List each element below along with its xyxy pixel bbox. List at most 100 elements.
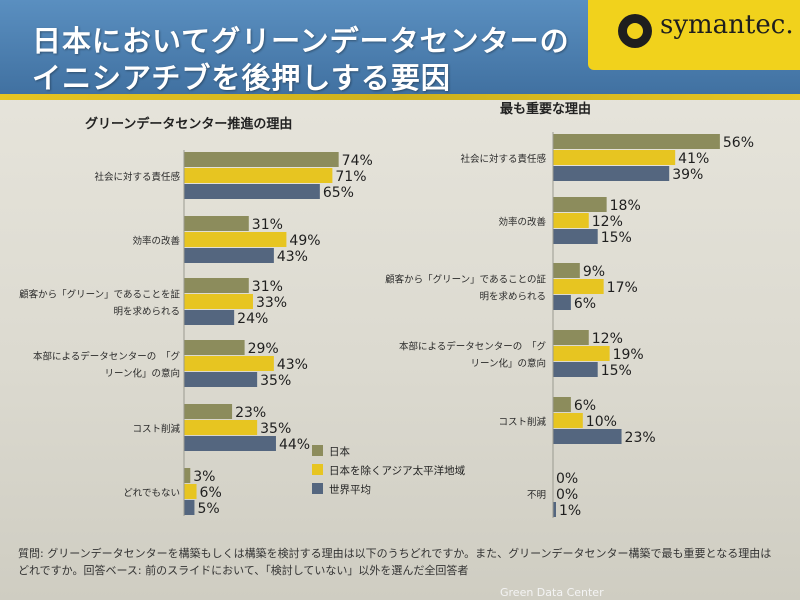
category-label-c1-g5: 不明 <box>527 490 546 501</box>
slide-title-line-2: イニシアチブを後押しする要因 <box>32 61 451 95</box>
bar-c0-g0-s2 <box>184 184 320 199</box>
value-label-c1-g5-s0: 0% <box>556 471 578 487</box>
category-label-c0-g3-line1: リーン化」の意向 <box>104 368 180 380</box>
slide-title-line-1: 日本においてグリーンデータセンターの <box>32 24 570 58</box>
category-label-c1-g0: 社会に対する責任感 <box>460 153 546 165</box>
bar-c0-g4-s0 <box>184 404 233 419</box>
value-label-c1-g5-s1: 0% <box>556 487 578 503</box>
category-label-c0-g2-line1: 明を求められる <box>113 306 180 318</box>
left-chart-title: グリーンデータセンター推進の理由 <box>85 117 293 132</box>
value-label-c0-g4-s1: 35% <box>260 421 291 437</box>
bar-c1-g3-s1 <box>553 346 610 361</box>
value-label-c0-g3-s0: 29% <box>248 341 279 357</box>
category-label-c1-g1: 効率の改善 <box>498 216 546 228</box>
right-chart-title: 最も重要な理由 <box>500 102 592 117</box>
symantec-logo: symantec. <box>588 0 800 70</box>
value-label-c0-g4-s2: 44% <box>279 437 310 453</box>
value-label-c0-g5-s1: 6% <box>200 485 222 501</box>
footer-text: Green Data Center <box>500 586 604 599</box>
value-label-c1-g1-s1: 12% <box>592 214 623 230</box>
bar-c1-g1-s0 <box>553 197 607 212</box>
legend-label-0: 日本 <box>329 445 350 458</box>
bar-c0-g5-s1 <box>184 484 197 499</box>
legend-swatch-2 <box>312 483 323 494</box>
value-label-c0-g1-s1: 49% <box>289 233 320 249</box>
value-label-c0-g0-s1: 71% <box>335 169 366 185</box>
bar-c0-g5-s0 <box>184 468 191 483</box>
value-label-c0-g4-s0: 23% <box>235 405 266 421</box>
value-label-c0-g0-s2: 65% <box>323 185 354 201</box>
category-label-c0-g2-line0: 顧客から「グリーン」であることを証 <box>19 289 180 301</box>
value-label-c1-g3-s2: 15% <box>601 363 632 379</box>
value-label-c0-g3-s2: 35% <box>260 373 291 389</box>
category-label-c0-g4: コスト削減 <box>132 423 180 435</box>
value-label-c1-g3-s0: 12% <box>592 331 623 347</box>
bar-c0-g1-s0 <box>184 216 249 231</box>
value-label-c0-g0-s0: 74% <box>342 153 373 169</box>
value-label-c1-g1-s0: 18% <box>610 198 641 214</box>
bar-c0-g2-s1 <box>184 294 253 309</box>
bar-c1-g1-s1 <box>553 213 589 228</box>
bar-c1-g3-s2 <box>553 362 598 377</box>
value-label-c1-g2-s0: 9% <box>583 264 605 280</box>
bar-c0-g1-s1 <box>184 232 287 247</box>
legend-swatch-1 <box>312 464 323 475</box>
bar-c1-g4-s2 <box>553 429 622 444</box>
category-label-c0-g0: 社会に対する責任感 <box>94 171 180 183</box>
bar-c0-g4-s2 <box>184 436 276 451</box>
value-label-c0-g5-s0: 3% <box>193 469 215 485</box>
bar-c0-g2-s0 <box>184 278 249 293</box>
value-label-c1-g1-s2: 15% <box>601 230 632 246</box>
value-label-c1-g0-s1: 41% <box>678 151 709 167</box>
bar-c1-g2-s2 <box>553 295 571 310</box>
value-label-c0-g1-s0: 31% <box>252 217 283 233</box>
symantec-logo-icon <box>618 14 652 48</box>
bar-c1-g5-s2 <box>553 502 556 517</box>
value-label-c1-g4-s1: 10% <box>586 414 617 430</box>
value-label-c1-g0-s2: 39% <box>672 167 703 183</box>
bar-c0-g1-s2 <box>184 248 274 263</box>
bar-c1-g2-s1 <box>553 279 604 294</box>
category-label-c1-g2-line0: 顧客から「グリーン」であることの証 <box>385 274 546 286</box>
bar-c1-g3-s0 <box>553 330 589 345</box>
value-label-c1-g5-s2: 1% <box>559 503 581 519</box>
category-label-c1-g3-line1: リーン化」の意向 <box>470 358 546 370</box>
bar-c1-g2-s0 <box>553 263 580 278</box>
category-label-c0-g5: どれでもない <box>123 488 180 499</box>
legend-swatch-0 <box>312 445 323 456</box>
bar-c0-g4-s1 <box>184 420 258 435</box>
legend-label-1: 日本を除くアジア太平洋地域 <box>329 464 466 477</box>
bar-c1-g1-s2 <box>553 229 598 244</box>
value-label-c0-g5-s2: 5% <box>197 501 219 517</box>
bar-c0-g3-s0 <box>184 340 245 355</box>
value-label-c1-g4-s2: 23% <box>625 430 656 446</box>
category-label-c1-g2-line1: 明を求められる <box>479 291 546 303</box>
legend-label-2: 世界平均 <box>329 484 371 496</box>
category-label-c0-g3-line0: 本部によるデータセンターの 「グ <box>33 351 180 363</box>
value-label-c0-g3-s1: 43% <box>277 357 308 373</box>
value-label-c1-g4-s0: 6% <box>574 398 596 414</box>
bar-c1-g0-s2 <box>553 166 670 181</box>
value-label-c1-g3-s1: 19% <box>613 347 644 363</box>
category-label-c1-g3-line0: 本部によるデータセンターの 「グ <box>399 341 546 353</box>
bar-c0-g3-s2 <box>184 372 258 387</box>
bar-c0-g5-s2 <box>184 500 195 515</box>
value-label-c0-g1-s2: 43% <box>277 249 308 265</box>
value-label-c1-g2-s1: 17% <box>607 280 638 296</box>
bar-c0-g3-s1 <box>184 356 274 371</box>
value-label-c0-g2-s0: 31% <box>252 279 283 295</box>
bar-c0-g0-s1 <box>184 168 333 183</box>
category-label-c1-g4: コスト削減 <box>498 416 546 428</box>
bar-c0-g2-s2 <box>184 310 235 325</box>
bar-c0-g0-s0 <box>184 152 339 167</box>
value-label-c0-g2-s1: 33% <box>256 295 287 311</box>
bar-c1-g0-s1 <box>553 150 676 165</box>
bar-c1-g4-s1 <box>553 413 583 428</box>
category-label-c0-g1: 効率の改善 <box>132 235 180 247</box>
logo-text: symantec. <box>660 10 794 40</box>
bar-c1-g4-s0 <box>553 397 571 412</box>
value-label-c1-g2-s2: 6% <box>574 296 596 312</box>
footnote: 質問: グリーンデータセンターを構築もしくは構築を検討する理由は以下のうちどれで… <box>18 547 772 577</box>
